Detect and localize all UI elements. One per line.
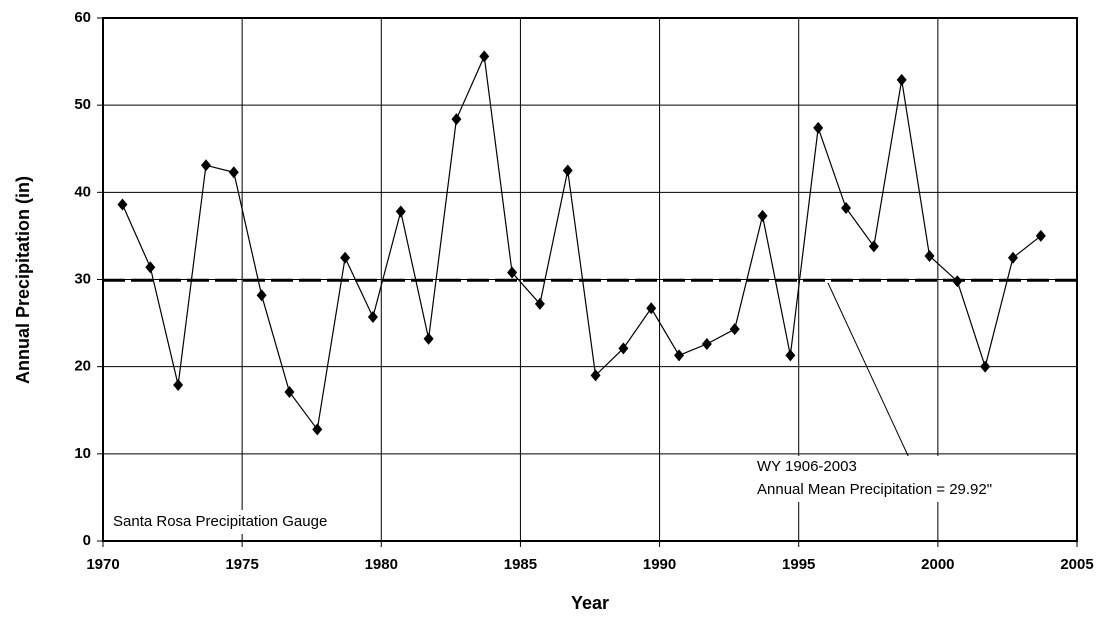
x-axis-title: Year	[571, 593, 609, 613]
data-line	[121, 54, 1042, 431]
data-point	[646, 302, 657, 315]
data-point	[924, 249, 935, 262]
data-point	[340, 251, 351, 264]
data-point	[590, 369, 601, 382]
data-point	[534, 297, 545, 310]
x-tick-label: 2000	[921, 556, 954, 573]
x-tick-label: 1975	[225, 556, 258, 573]
data-point	[479, 50, 490, 63]
y-tick-label: 40	[74, 183, 91, 200]
data-point	[980, 360, 991, 373]
data-point	[785, 349, 796, 362]
data-point	[1035, 229, 1046, 242]
data-point	[367, 310, 378, 323]
label-bg	[750, 456, 1072, 502]
y-tick-label: 20	[74, 358, 91, 375]
data-point	[145, 261, 156, 274]
x-tick-label: 1995	[782, 556, 815, 573]
x-tick-label: 1970	[86, 556, 119, 573]
data-point	[117, 198, 128, 211]
data-point	[896, 73, 907, 86]
data-point	[423, 332, 434, 345]
y-tick-label: 10	[74, 445, 91, 462]
data-point	[813, 121, 824, 134]
y-tick-label: 50	[74, 96, 91, 113]
x-tick-label: 1985	[504, 556, 537, 573]
data-point	[507, 266, 518, 279]
y-tick-label: 60	[74, 9, 91, 26]
annotation: WY 1906-2003	[757, 458, 857, 475]
x-tick-label: 2005	[1060, 556, 1093, 573]
data-point	[451, 113, 462, 126]
data-point	[256, 289, 267, 302]
annotation: Santa Rosa Precipitation Gauge	[113, 513, 327, 530]
data-point	[674, 349, 685, 362]
data-point	[173, 378, 184, 391]
x-tick-label: 1990	[643, 556, 676, 573]
data-point	[841, 202, 852, 215]
data-point	[395, 205, 406, 218]
label-bg	[108, 510, 338, 534]
annotation: Annual Mean Precipitation = 29.92"	[757, 481, 992, 498]
y-axis-title: Annual Precipitation (in)	[13, 176, 33, 384]
data-point	[868, 240, 879, 253]
data-point	[312, 423, 323, 436]
leader-line	[827, 282, 911, 461]
data-point	[757, 209, 768, 222]
data-point	[228, 166, 239, 179]
data-point	[562, 164, 573, 177]
y-tick-label: 30	[74, 270, 91, 287]
data-point	[1007, 251, 1018, 264]
data-point	[701, 338, 712, 351]
data-point	[729, 323, 740, 336]
x-tick-label: 1980	[365, 556, 398, 573]
y-tick-label: 0	[83, 532, 91, 549]
data-point	[952, 275, 963, 288]
data-point	[618, 342, 629, 355]
data-point	[200, 159, 211, 172]
data-point	[284, 385, 295, 398]
